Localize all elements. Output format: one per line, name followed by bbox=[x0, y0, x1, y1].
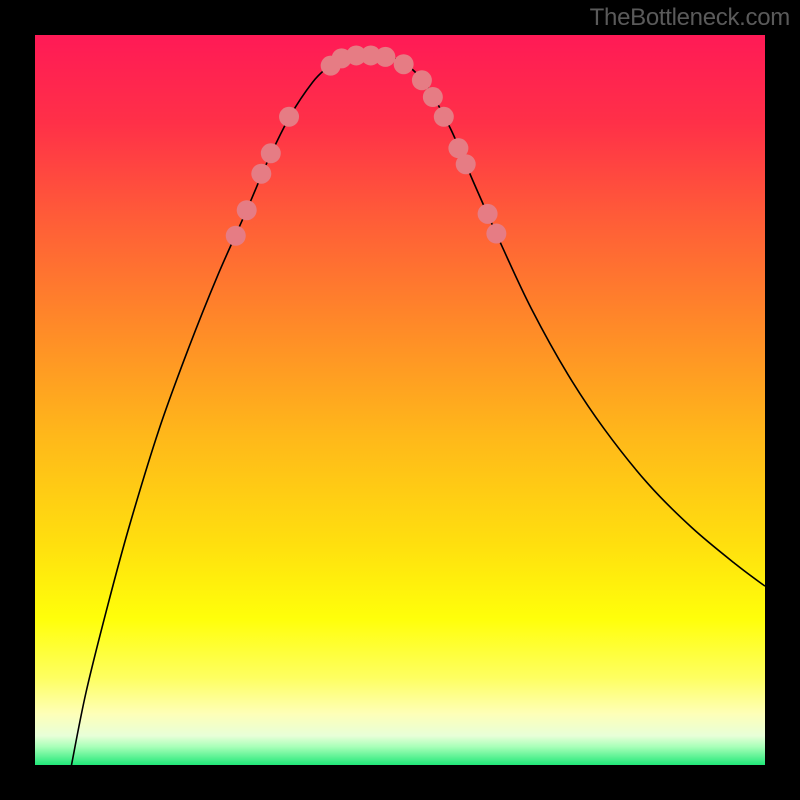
data-marker-point bbox=[237, 200, 257, 220]
watermark-text: TheBottleneck.com bbox=[590, 4, 790, 32]
data-marker-point bbox=[412, 70, 432, 90]
bottleneck-chart bbox=[35, 35, 765, 765]
data-marker-point bbox=[279, 107, 299, 127]
data-marker-point bbox=[251, 164, 271, 184]
data-marker-point bbox=[486, 224, 506, 244]
data-marker-point bbox=[375, 47, 395, 67]
data-marker-point bbox=[423, 87, 443, 107]
data-marker-point bbox=[434, 107, 454, 127]
data-marker-point bbox=[226, 226, 246, 246]
data-marker-point bbox=[478, 204, 498, 224]
data-marker-point bbox=[456, 154, 476, 174]
data-marker-point bbox=[394, 54, 414, 74]
data-marker-point bbox=[261, 143, 281, 163]
chart-svg bbox=[35, 35, 765, 765]
chart-background bbox=[35, 35, 765, 765]
